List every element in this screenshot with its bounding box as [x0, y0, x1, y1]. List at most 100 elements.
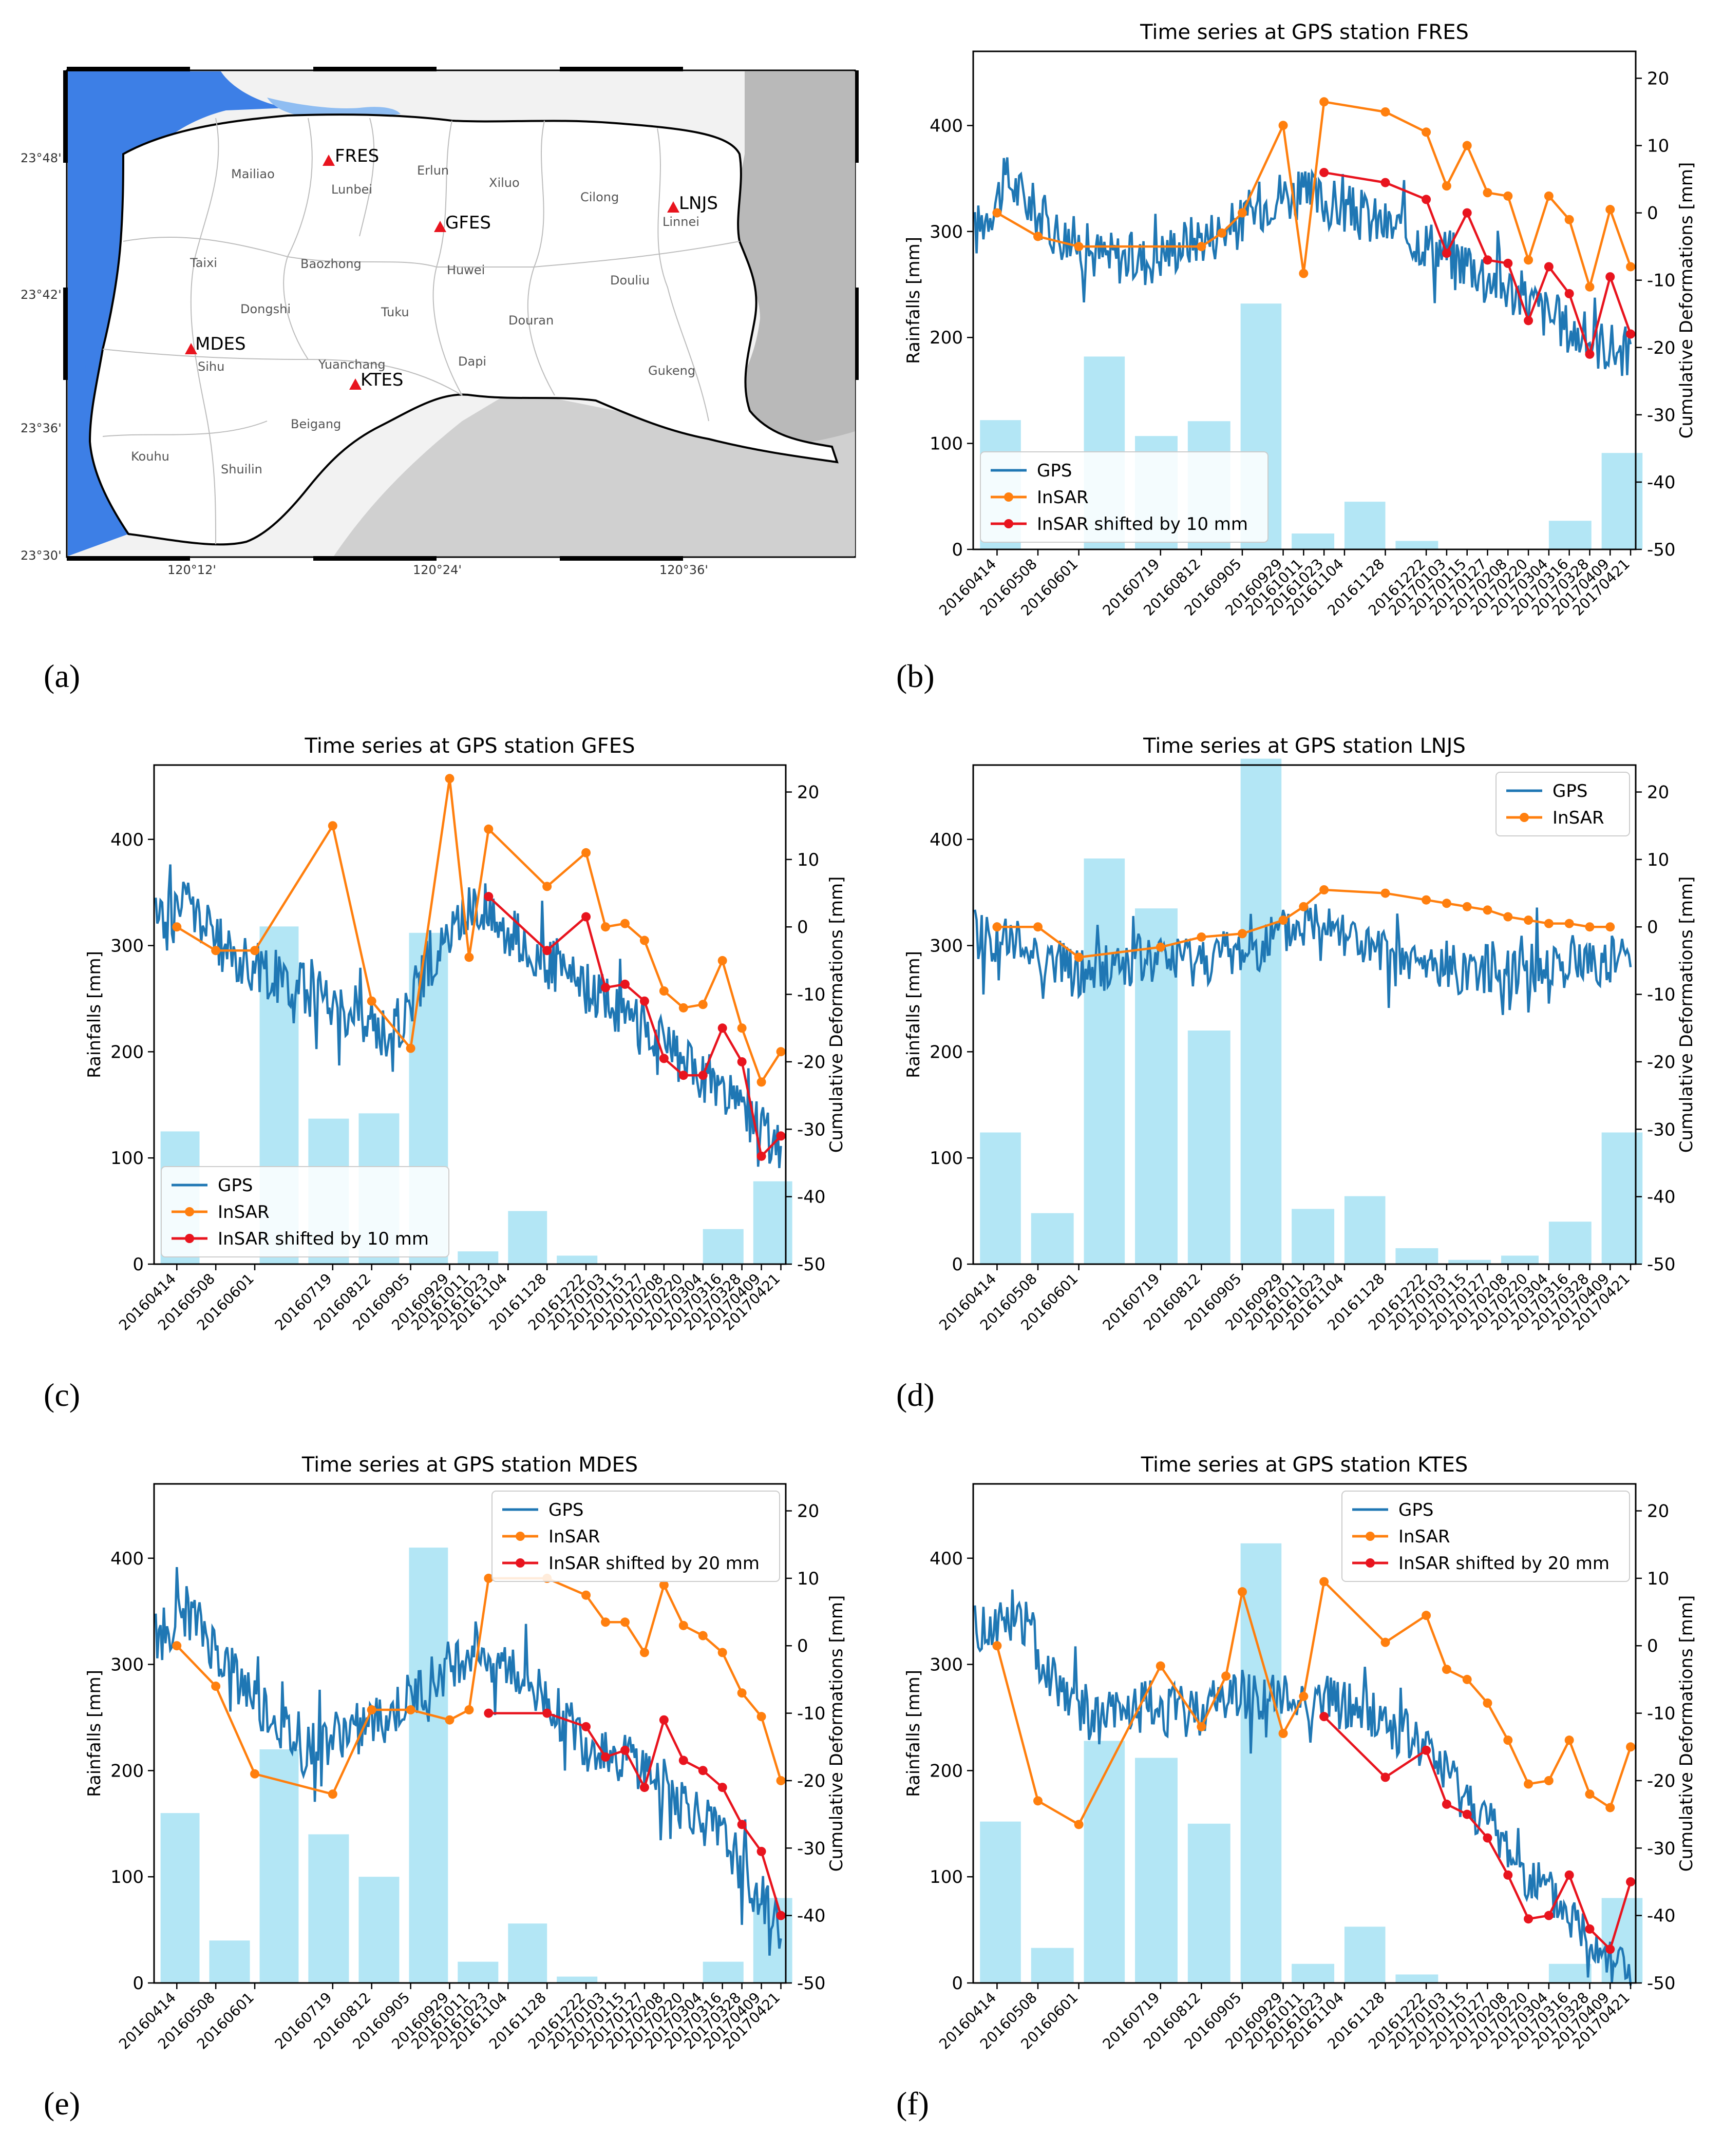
- insar-point: [601, 922, 611, 932]
- insar-point: [250, 946, 260, 956]
- y2-axis-label: Cumulative Deformations [mm]: [826, 876, 847, 1153]
- lon-tick-label: 120°36': [659, 563, 708, 577]
- plot-frame: [972, 50, 1637, 550]
- y2-tick-label: 0: [1647, 1636, 1658, 1656]
- y2-tick-label: -40: [797, 1906, 826, 1926]
- insar-point: [737, 1023, 747, 1033]
- y-tick-label: 100: [930, 1148, 963, 1169]
- insar-shifted-point: [1564, 1870, 1574, 1880]
- township-label: Dapi: [458, 354, 487, 369]
- insar-point: [1564, 1735, 1574, 1745]
- y-tick-label: 100: [930, 434, 963, 454]
- insar-point: [1442, 899, 1451, 908]
- insar-shifted-point: [678, 1071, 688, 1080]
- insar-shifted-point: [756, 1846, 766, 1856]
- insar-shifted-point: [1564, 289, 1574, 298]
- rain-bar: [1395, 1974, 1438, 1983]
- insar-point: [1442, 1665, 1451, 1674]
- insar-point: [678, 1620, 688, 1630]
- y-tick-label: 200: [110, 1761, 144, 1781]
- y2-tick-label: -30: [1647, 1119, 1676, 1140]
- rain-bar: [1344, 1926, 1386, 1983]
- township-label: Douran: [508, 313, 554, 328]
- map-scale-bar: [560, 556, 683, 561]
- insar-point: [1422, 1611, 1431, 1620]
- rain-bar: [1135, 1758, 1178, 1983]
- insar-shifted-point: [639, 996, 649, 1006]
- chart-title: Time series at GPS station KTES: [1141, 1453, 1468, 1477]
- y2-tick-label: -20: [1647, 338, 1676, 358]
- insar-point: [1217, 228, 1227, 238]
- insar-shifted-point: [484, 892, 494, 902]
- legend-label: GPS: [1552, 781, 1587, 802]
- rain-bar: [209, 1940, 250, 1983]
- township-label: Taixi: [190, 256, 217, 270]
- chart-1: 0100200300400-50-40-30-20-10010202016041…: [903, 21, 1697, 619]
- rain-bar: [1084, 1741, 1125, 1983]
- insar-point: [1033, 1796, 1043, 1806]
- insar-point: [1422, 127, 1431, 137]
- y2-tick-label: 10: [797, 1569, 819, 1589]
- insar-shifted-point: [698, 1766, 708, 1776]
- township-label: Erlun: [417, 163, 449, 178]
- insar-point: [620, 1617, 630, 1627]
- y2-tick-label: -20: [1647, 1052, 1676, 1073]
- y2-tick-label: -20: [797, 1771, 826, 1791]
- insar-point: [1544, 919, 1554, 928]
- insar-point: [1564, 919, 1574, 928]
- y-tick-label: 300: [930, 936, 963, 957]
- chart-title: Time series at GPS station FRES: [1140, 21, 1469, 44]
- panel-letter-a: (a): [44, 658, 81, 694]
- y2-axis-label: Cumulative Deformations [mm]: [1676, 1595, 1697, 1872]
- y2-tick-label: -10: [1647, 1704, 1676, 1724]
- insar-point: [992, 922, 1002, 932]
- insar-point: [659, 986, 669, 996]
- insar-shifted-point: [542, 946, 552, 956]
- township-label: Linnei: [662, 215, 699, 229]
- lat-tick-label: 23°48': [21, 151, 62, 165]
- station-marker-icon: [185, 343, 197, 354]
- y-tick-label: 300: [110, 936, 144, 957]
- y-tick-label: 100: [110, 1867, 144, 1887]
- township-label: Tuku: [381, 305, 409, 319]
- insar-shifted-point: [1442, 249, 1451, 258]
- y-tick-label: 400: [110, 1549, 144, 1569]
- plot-frame: [153, 764, 787, 1265]
- insar-point: [464, 952, 474, 962]
- township-label: Shuilin: [221, 462, 262, 476]
- rain-bar: [1240, 758, 1282, 1264]
- insar-shifted-point: [776, 1131, 786, 1141]
- gps-series-line: [154, 1567, 782, 1956]
- lat-tick-label: 23°36': [21, 421, 62, 435]
- y-axis-label: Rainfalls [mm]: [84, 1670, 105, 1797]
- insar-point: [1299, 269, 1309, 278]
- legend-box: [980, 451, 1268, 543]
- rain-bar: [1240, 1543, 1282, 1983]
- insar-shifted-point: [1380, 1772, 1390, 1782]
- township-boundaries: [102, 118, 740, 545]
- insar-point: [1605, 922, 1615, 932]
- insar-point: [1237, 208, 1247, 218]
- insar-shifted-point: [484, 1708, 494, 1718]
- insar-point: [445, 1715, 455, 1725]
- insar-shifted-point: [1605, 272, 1615, 282]
- rain-bar: [703, 1961, 744, 1983]
- insar-point: [328, 821, 337, 831]
- rain-bar: [1187, 1823, 1230, 1983]
- panel-letter-b: (b): [896, 658, 935, 694]
- rain-bar: [1292, 1963, 1335, 1983]
- y-tick-label: 300: [930, 1655, 963, 1675]
- insar-shifted-point: [620, 979, 630, 989]
- insar-point: [1483, 188, 1492, 198]
- insar-point: [367, 996, 376, 1006]
- map-scale-bar: [67, 556, 190, 561]
- legend-marker: [1520, 813, 1529, 822]
- township-label: Douliu: [610, 273, 650, 288]
- map-scale-bar: [63, 70, 68, 163]
- insar-shifted-point: [1585, 349, 1595, 359]
- legend-label: GPS: [548, 1500, 583, 1520]
- insar-shifted-point: [1524, 316, 1533, 326]
- insar-point: [1237, 929, 1247, 939]
- y-tick-label: 0: [952, 1254, 963, 1275]
- insar-point: [1605, 1803, 1615, 1812]
